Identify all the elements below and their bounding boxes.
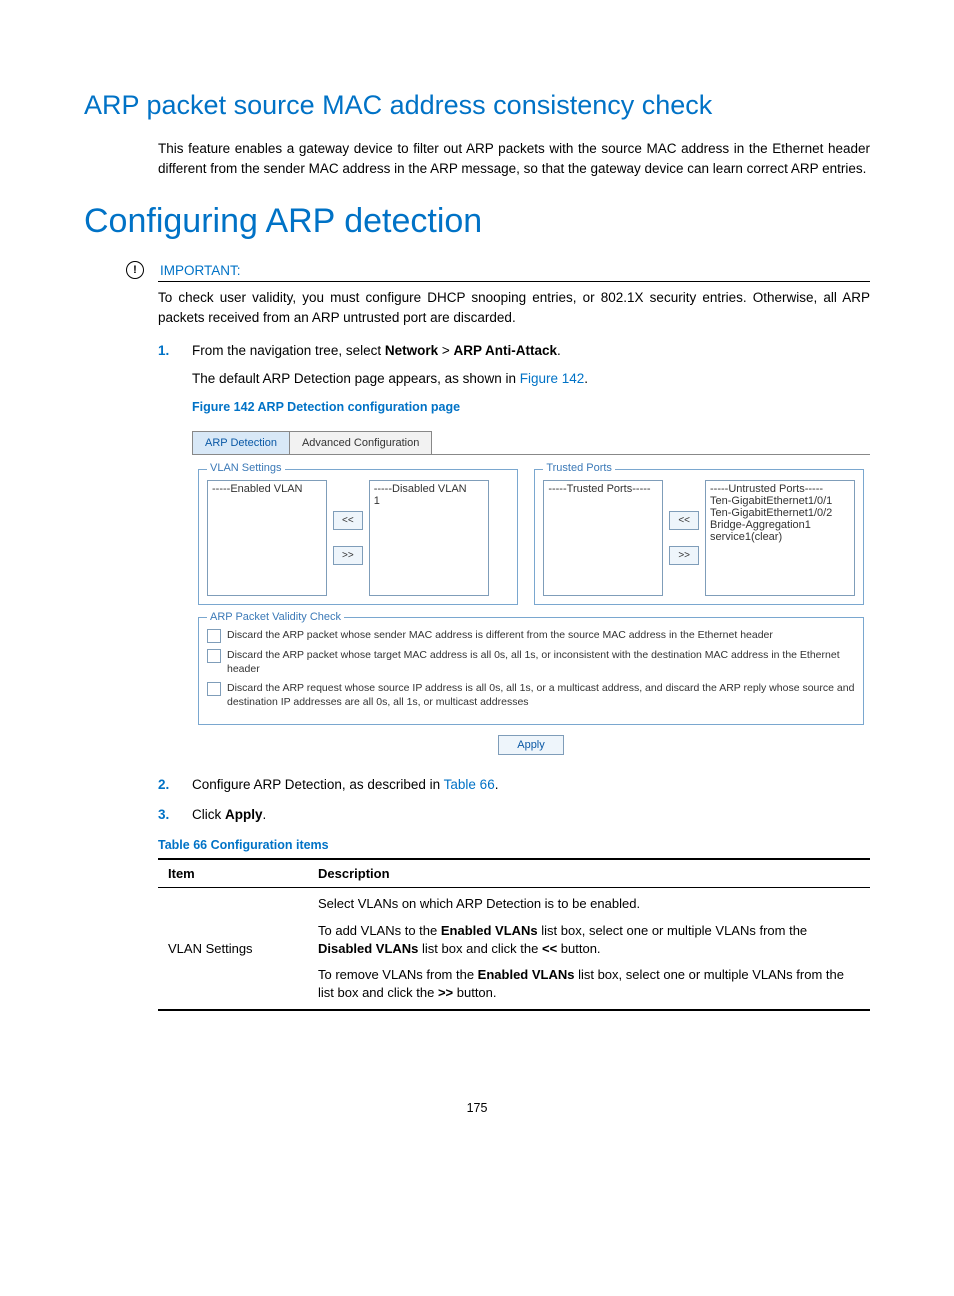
step-3: Click Apply. bbox=[158, 805, 870, 825]
untrusted-port-item[interactable]: Bridge-Aggregation1 bbox=[710, 519, 850, 531]
step1-sub-post: . bbox=[584, 371, 588, 386]
step-1: From the navigation tree, select Network… bbox=[158, 341, 870, 416]
important-label: IMPORTANT: bbox=[160, 263, 241, 278]
section-heading-2: Configuring ARP detection bbox=[84, 202, 870, 241]
disabled-vlan-header: -----Disabled VLAN bbox=[374, 483, 484, 495]
desc-p2: To add VLANs to the Enabled VLANs list b… bbox=[318, 922, 860, 958]
section-heading-1: ARP packet source MAC address consistenc… bbox=[84, 90, 870, 121]
step1-network: Network bbox=[385, 343, 438, 358]
config-items-table: Item Description VLAN Settings Select VL… bbox=[158, 858, 870, 1011]
enabled-vlan-listbox[interactable]: -----Enabled VLAN bbox=[207, 480, 327, 596]
desc-p3: To remove VLANs from the Enabled VLANs l… bbox=[318, 966, 860, 1002]
validity-checkbox-3[interactable] bbox=[207, 682, 221, 696]
untrusted-port-item[interactable]: Ten-GigabitEthernet1/0/1 bbox=[710, 495, 850, 507]
p2-b2: Disabled VLANs bbox=[318, 941, 418, 956]
td-description: Select VLANs on which ARP Detection is t… bbox=[308, 888, 870, 1010]
validity-checkbox-2[interactable] bbox=[207, 649, 221, 663]
desc-p1: Select VLANs on which ARP Detection is t… bbox=[318, 895, 860, 913]
validity-label-3: Discard the ARP request whose source IP … bbox=[227, 681, 855, 709]
validity-label-1: Discard the ARP packet whose sender MAC … bbox=[227, 628, 773, 642]
step3-apply: Apply bbox=[225, 807, 263, 822]
p2-mid1: list box, select one or multiple VLANs f… bbox=[538, 923, 808, 938]
section1-paragraph: This feature enables a gateway device to… bbox=[158, 139, 870, 178]
important-icon: ! bbox=[126, 261, 144, 279]
arp-validity-fieldset: ARP Packet Validity Check Discard the AR… bbox=[198, 617, 864, 726]
untrusted-port-item[interactable]: service1(clear) bbox=[710, 531, 850, 543]
validity-checkbox-1[interactable] bbox=[207, 629, 221, 643]
step1-pre: From the navigation tree, select bbox=[192, 343, 385, 358]
trusted-ports-legend: Trusted Ports bbox=[543, 462, 615, 474]
enabled-vlan-header: -----Enabled VLAN bbox=[212, 483, 322, 495]
step3-post: . bbox=[263, 807, 267, 822]
vlan-settings-fieldset: VLAN Settings -----Enabled VLAN << >> --… bbox=[198, 469, 518, 605]
trusted-ports-listbox[interactable]: -----Trusted Ports----- bbox=[543, 480, 663, 596]
p2-mid2: list box and click the bbox=[418, 941, 542, 956]
step-2: Configure ARP Detection, as described in… bbox=[158, 775, 870, 795]
p3-b1: Enabled VLANs bbox=[478, 967, 575, 982]
important-text: To check user validity, you must configu… bbox=[158, 288, 870, 327]
untrusted-port-item[interactable]: Ten-GigabitEthernet1/0/2 bbox=[710, 507, 850, 519]
p2-b1: Enabled VLANs bbox=[441, 923, 538, 938]
vlan-move-left-button[interactable]: << bbox=[333, 511, 363, 530]
validity-label-2: Discard the ARP packet whose target MAC … bbox=[227, 648, 855, 676]
step3-pre: Click bbox=[192, 807, 225, 822]
ports-move-left-button[interactable]: << bbox=[669, 511, 699, 530]
p3-post: button. bbox=[453, 985, 496, 1000]
figure-caption: Figure 142 ARP Detection configuration p… bbox=[192, 398, 870, 416]
p2-pre: To add VLANs to the bbox=[318, 923, 441, 938]
vlan-move-right-button[interactable]: >> bbox=[333, 546, 363, 565]
step1-arp: ARP Anti-Attack bbox=[454, 343, 558, 358]
untrusted-ports-listbox[interactable]: -----Untrusted Ports----- Ten-GigabitEth… bbox=[705, 480, 855, 596]
table-caption: Table 66 Configuration items bbox=[158, 838, 870, 852]
step1-post: . bbox=[557, 343, 561, 358]
vlan-settings-legend: VLAN Settings bbox=[207, 462, 285, 474]
untrusted-ports-header: -----Untrusted Ports----- bbox=[710, 483, 850, 495]
step1-mid: > bbox=[438, 343, 453, 358]
step2-pre: Configure ARP Detection, as described in bbox=[192, 777, 444, 792]
p2-post: button. bbox=[557, 941, 600, 956]
page-number: 175 bbox=[84, 1101, 870, 1115]
step2-post: . bbox=[495, 777, 499, 792]
th-description: Description bbox=[308, 859, 870, 888]
figure-142-link[interactable]: Figure 142 bbox=[520, 371, 585, 386]
td-item: VLAN Settings bbox=[158, 888, 308, 1010]
p3-b2: >> bbox=[438, 985, 453, 1000]
disabled-vlan-listbox[interactable]: -----Disabled VLAN 1 bbox=[369, 480, 489, 596]
trusted-ports-fieldset: Trusted Ports -----Trusted Ports----- <<… bbox=[534, 469, 864, 605]
p3-pre: To remove VLANs from the bbox=[318, 967, 478, 982]
disabled-vlan-item-1[interactable]: 1 bbox=[374, 495, 484, 507]
arp-validity-legend: ARP Packet Validity Check bbox=[207, 610, 344, 625]
step1-sub-pre: The default ARP Detection page appears, … bbox=[192, 371, 520, 386]
th-item: Item bbox=[158, 859, 308, 888]
tab-advanced-config[interactable]: Advanced Configuration bbox=[290, 431, 432, 454]
p2-b3: << bbox=[542, 941, 557, 956]
table-66-link[interactable]: Table 66 bbox=[444, 777, 495, 792]
ports-move-right-button[interactable]: >> bbox=[669, 546, 699, 565]
trusted-ports-header: -----Trusted Ports----- bbox=[548, 483, 658, 495]
tab-arp-detection[interactable]: ARP Detection bbox=[192, 431, 290, 454]
apply-button[interactable]: Apply bbox=[498, 735, 564, 755]
arp-detection-figure: ARP Detection Advanced Configuration VLA… bbox=[192, 431, 870, 756]
